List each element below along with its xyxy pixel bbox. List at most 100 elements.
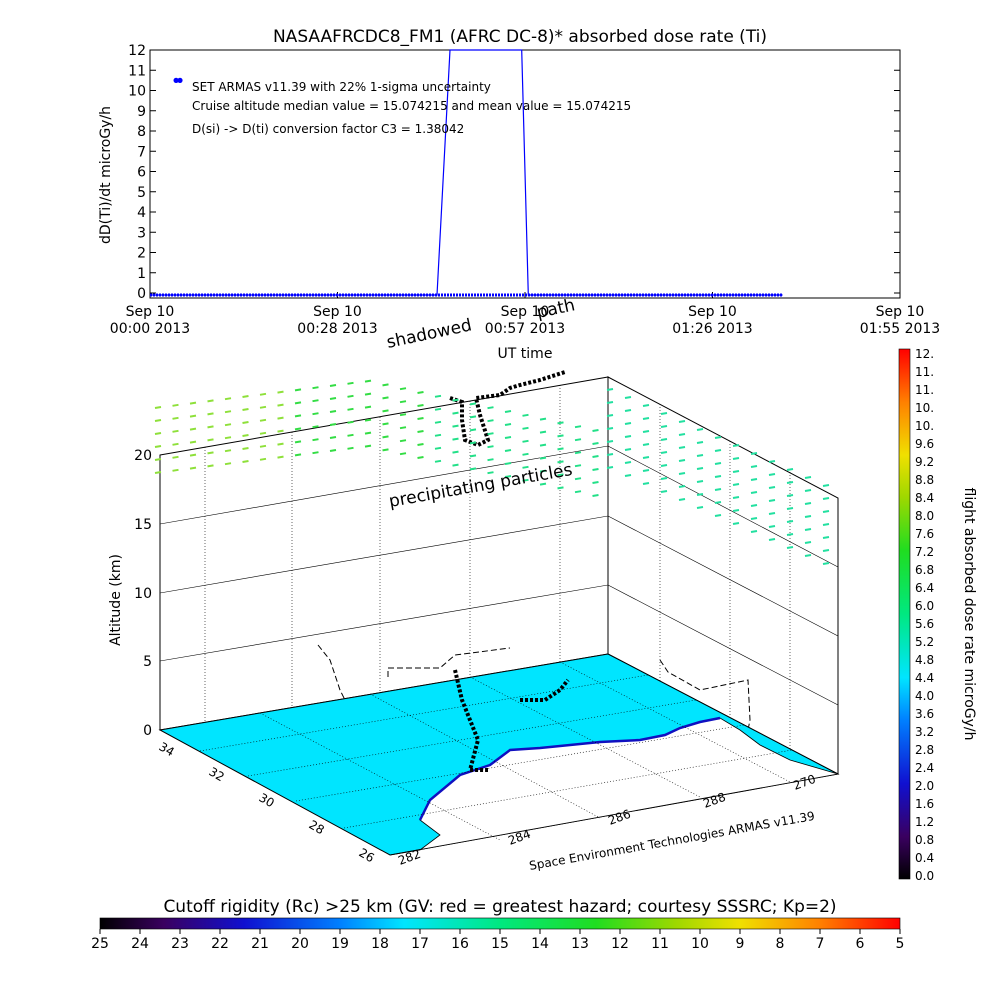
rigidity-colorbar-tick-label: 8 bbox=[776, 936, 785, 952]
dose-rate-point bbox=[173, 77, 179, 83]
particle-marker bbox=[660, 477, 668, 480]
particle-marker bbox=[592, 429, 599, 432]
particle-marker bbox=[642, 469, 650, 472]
particle-marker bbox=[364, 418, 372, 422]
particle-marker bbox=[642, 404, 650, 407]
particle-marker bbox=[624, 474, 632, 477]
particle-marker bbox=[224, 410, 232, 414]
particle-marker bbox=[660, 425, 668, 428]
particle-marker bbox=[732, 483, 740, 486]
particle-marker bbox=[242, 460, 249, 463]
particle-marker bbox=[347, 420, 354, 424]
particle-marker bbox=[347, 407, 354, 411]
particle-marker bbox=[172, 416, 179, 420]
particle-marker bbox=[172, 455, 179, 459]
particle-marker bbox=[822, 549, 830, 552]
particle-marker bbox=[469, 428, 477, 432]
particle-marker bbox=[469, 454, 477, 458]
particle-marker bbox=[606, 440, 614, 443]
particle-marker bbox=[154, 471, 162, 474]
particle-marker bbox=[574, 438, 582, 442]
particle-marker bbox=[804, 489, 812, 492]
particle-marker bbox=[294, 414, 302, 418]
particle-marker bbox=[277, 455, 284, 459]
particle-marker bbox=[714, 488, 722, 491]
particle-marker bbox=[294, 453, 302, 457]
floor-grid bbox=[199, 661, 793, 841]
particle-marker bbox=[732, 509, 740, 512]
particle-marker bbox=[768, 473, 776, 476]
particle-marker bbox=[822, 562, 830, 565]
particle-marker bbox=[750, 504, 758, 507]
particle-marker bbox=[539, 456, 547, 460]
particle-marker bbox=[224, 449, 232, 453]
particle-marker bbox=[696, 480, 704, 483]
particle-marker bbox=[347, 446, 354, 450]
dose-colorbar-tick-label: 3.2 bbox=[915, 725, 934, 739]
particle-marker bbox=[696, 493, 704, 496]
particle-marker bbox=[678, 485, 686, 488]
particle-marker bbox=[277, 390, 284, 394]
top-y-tick-label: 0 bbox=[137, 286, 146, 302]
particle-marker bbox=[277, 429, 284, 433]
particle-marker bbox=[434, 459, 442, 463]
particle-marker bbox=[574, 477, 582, 481]
particle-marker bbox=[399, 452, 407, 456]
particle-marker bbox=[434, 407, 442, 411]
particle-marker bbox=[329, 410, 337, 413]
top-x-tick-label-line2: 01:26 2013 bbox=[672, 321, 752, 337]
label-path: path bbox=[535, 295, 577, 323]
particle-marker bbox=[207, 464, 214, 468]
particle-marker bbox=[417, 404, 424, 407]
particle-marker bbox=[504, 449, 512, 452]
particle-marker bbox=[364, 379, 372, 383]
particle-marker bbox=[678, 446, 686, 449]
dose-colorbar-label: flight absorbed dose rate microGy/h bbox=[961, 488, 977, 741]
rigidity-colorbar-tick-label: 13 bbox=[571, 936, 589, 952]
particle-marker bbox=[750, 452, 758, 455]
particle-marker bbox=[606, 388, 614, 391]
rigidity-colorbar-tick-label: 17 bbox=[411, 936, 429, 952]
back-wall-grid bbox=[159, 385, 839, 749]
particle-marker bbox=[364, 431, 372, 435]
particle-marker bbox=[434, 420, 442, 424]
lat-tick-label: 32 bbox=[207, 764, 227, 784]
top-x-tick-label-line2: 01:55 2013 bbox=[860, 321, 940, 337]
particle-marker bbox=[822, 510, 830, 513]
particle-marker bbox=[768, 499, 776, 502]
particle-marker bbox=[417, 391, 424, 394]
particle-marker bbox=[786, 533, 794, 536]
dose-colorbar-tick-label: 2.4 bbox=[915, 761, 934, 775]
rigidity-colorbar-tick-label: 16 bbox=[451, 936, 469, 952]
particle-marker bbox=[469, 441, 477, 445]
particle-marker bbox=[714, 475, 722, 478]
particle-marker bbox=[768, 525, 776, 528]
particle-marker bbox=[189, 401, 197, 405]
dose-colorbar-tick-label: 10. bbox=[915, 401, 934, 415]
particle-marker bbox=[642, 456, 650, 459]
particle-marker bbox=[678, 498, 686, 501]
three-d-plot: shadowed path precipitating particles Al… bbox=[108, 295, 840, 873]
particle-marker bbox=[786, 546, 794, 549]
top-y-tick-label: 9 bbox=[137, 104, 146, 120]
particle-marker bbox=[786, 507, 794, 510]
particle-marker bbox=[624, 409, 632, 412]
rigidity-colorbar-tick-label: 25 bbox=[91, 936, 109, 952]
particle-marker bbox=[469, 415, 477, 419]
particle-marker bbox=[382, 409, 389, 413]
particle-marker bbox=[732, 496, 740, 499]
particle-marker bbox=[786, 494, 794, 497]
top-x-tick-label-line2: 00:28 2013 bbox=[297, 321, 377, 337]
dose-colorbar-tick-label: 5.6 bbox=[915, 617, 934, 631]
annotation-armas-version: SET ARMAS v11.39 with 22% 1-sigma uncert… bbox=[192, 80, 491, 94]
dose-colorbar-tick-label: 1.2 bbox=[915, 815, 934, 829]
particle-marker bbox=[786, 481, 794, 484]
rigidity-colorbar-tick-label: 20 bbox=[291, 936, 309, 952]
dose-colorbar-tick-label: 7.6 bbox=[915, 527, 934, 541]
particle-marker bbox=[154, 419, 162, 422]
particle-marker bbox=[539, 430, 547, 434]
particle-marker bbox=[399, 426, 407, 430]
z-axis-label: Altitude (km) bbox=[108, 554, 124, 646]
rigidity-colorbar-tick-label: 11 bbox=[651, 936, 669, 952]
